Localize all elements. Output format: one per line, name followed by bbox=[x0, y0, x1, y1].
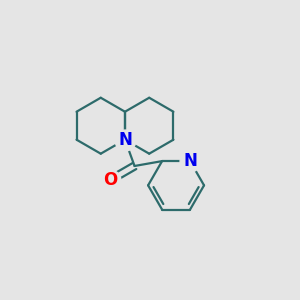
Text: N: N bbox=[118, 131, 132, 149]
Text: N: N bbox=[183, 152, 197, 170]
Text: O: O bbox=[103, 171, 117, 189]
